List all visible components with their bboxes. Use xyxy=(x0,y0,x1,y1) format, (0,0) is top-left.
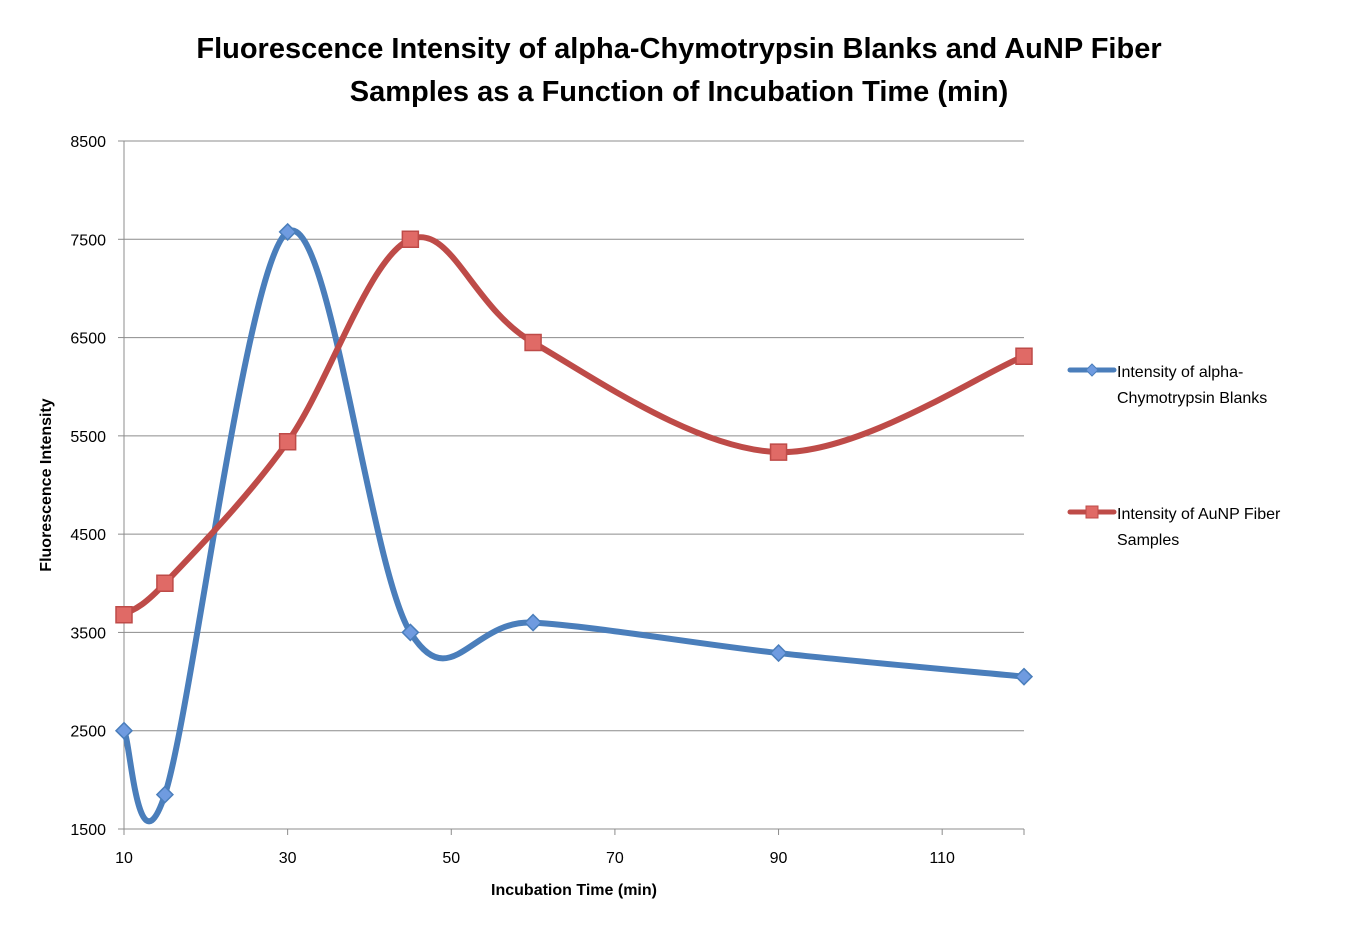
square-marker xyxy=(401,230,420,249)
legend-label-blanks-line-1: Intensity of alpha- xyxy=(1117,364,1243,381)
x-axis-label: Incubation Time (min) xyxy=(491,882,657,899)
legend-label-aunp-line-2: Samples xyxy=(1117,532,1179,549)
square-marker xyxy=(769,443,788,461)
y-tick-label: 6500 xyxy=(70,331,106,348)
x-tick-label: 110 xyxy=(929,850,955,867)
x-tick-label: 50 xyxy=(442,850,460,867)
diamond-marker xyxy=(278,222,297,241)
square-marker xyxy=(524,333,542,352)
square-marker xyxy=(1015,347,1033,365)
legend-label-aunp-line-1: Intensity of AuNP Fiber xyxy=(1117,506,1281,523)
diamond-marker xyxy=(769,644,788,663)
diamond-marker xyxy=(114,721,134,740)
diamond-marker xyxy=(1014,667,1034,686)
series-line xyxy=(121,227,1025,825)
y-tick-label: 3500 xyxy=(70,625,106,642)
series-line xyxy=(122,234,1026,618)
square-marker xyxy=(278,433,297,451)
y-tick-label: 8500 xyxy=(70,134,106,151)
legend-diamond-marker xyxy=(1085,363,1099,377)
diamond-marker xyxy=(524,613,543,632)
series-blanks xyxy=(114,222,1034,825)
legend-item-aunp: Intensity of AuNP Fiber Samples xyxy=(1067,505,1281,549)
x-tick-label: 30 xyxy=(279,850,297,867)
legend-item-blanks: Intensity of alpha- Chymotrypsin Blanks xyxy=(1067,363,1267,407)
square-marker xyxy=(156,574,174,593)
x-tick-label: 70 xyxy=(606,850,624,867)
series-aunp xyxy=(115,230,1033,624)
diamond-marker xyxy=(155,785,174,804)
y-tick-label: 4500 xyxy=(70,527,106,544)
chart-title-line-2: Samples as a Function of Incubation Time… xyxy=(349,76,1009,108)
y-axis-label: Fluorescence Intensity xyxy=(38,398,55,571)
y-tick-label: 1500 xyxy=(70,822,106,839)
chart-title: Fluorescence Intensity of alpha-Chymotry… xyxy=(0,28,1358,114)
chart-title-line-1: Fluorescence Intensity of alpha-Chymotry… xyxy=(196,33,1162,65)
legend: Intensity of alpha- Chymotrypsin Blanks … xyxy=(1067,363,1281,549)
legend-square-marker xyxy=(1085,505,1099,519)
y-tick-label: 5500 xyxy=(70,429,106,446)
legend-label-blanks-line-2: Chymotrypsin Blanks xyxy=(1117,390,1267,407)
x-tick-label: 90 xyxy=(770,850,788,867)
y-tick-label: 2500 xyxy=(70,724,106,741)
x-tick-label: 10 xyxy=(115,850,133,867)
y-tick-label: 7500 xyxy=(70,232,106,249)
square-marker xyxy=(115,605,133,624)
diamond-marker xyxy=(401,623,420,642)
